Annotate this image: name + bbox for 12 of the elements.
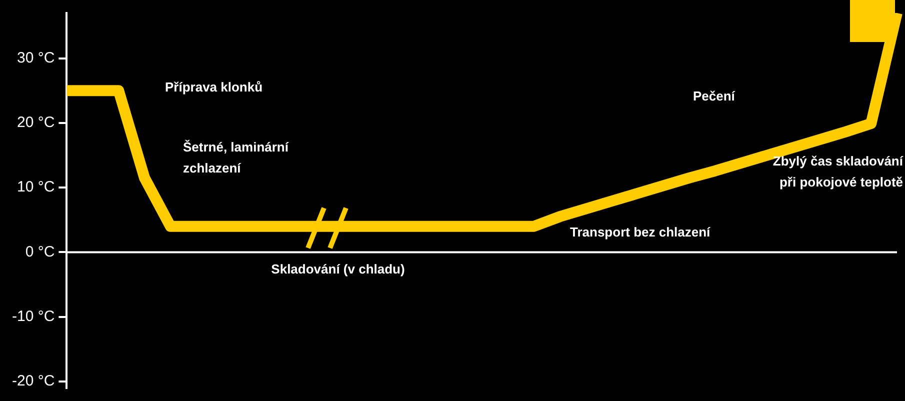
y-tick-label: 30 °C — [16, 49, 55, 66]
y-tick-label: 0 °C — [25, 243, 55, 260]
annotation: Příprava klonků — [165, 80, 263, 95]
annotation: Pečení — [693, 88, 736, 104]
annotation: Skladování (v chladu) — [271, 262, 405, 277]
annotation: Zbylý čas skladování při pokojové teplotě — [772, 154, 904, 190]
y-tick-label: -20 °C — [12, 372, 55, 390]
y-tick-label: 20 °C — [16, 114, 55, 132]
annotation: Transport bez chlazení — [570, 224, 711, 240]
annotation: Šetrné, laminární zchlazení — [183, 140, 289, 176]
y-tick-label: 10 °C — [16, 178, 55, 196]
y-tick-label: -10 °C — [12, 308, 55, 326]
